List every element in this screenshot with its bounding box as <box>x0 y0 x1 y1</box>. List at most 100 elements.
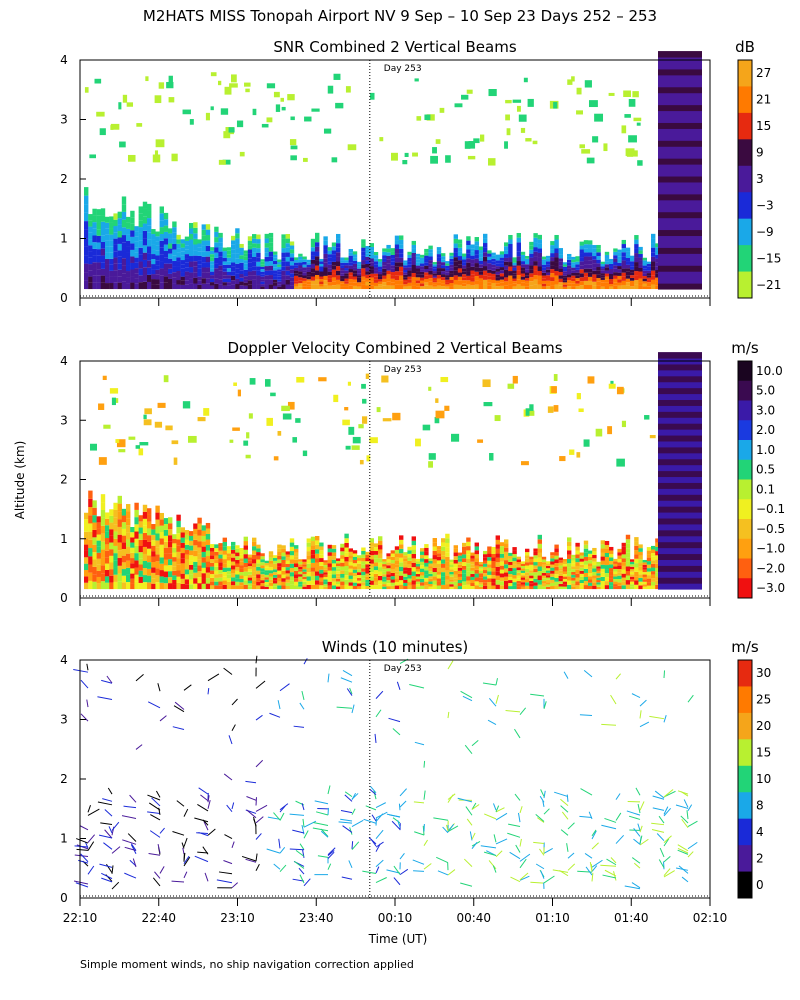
echo-cell <box>100 573 106 582</box>
echo-cell <box>466 267 471 272</box>
echo-cell <box>483 560 488 564</box>
echo-cell <box>268 246 274 252</box>
echo-cell <box>352 251 358 255</box>
wind-barb <box>388 717 401 723</box>
echo-cell <box>340 257 345 261</box>
echo-cell <box>499 263 505 268</box>
echo-cell <box>147 535 152 542</box>
echo-cell <box>298 286 303 290</box>
colorbar-swatch <box>738 792 752 820</box>
echo-cell <box>378 281 383 285</box>
echo-cell <box>558 557 563 561</box>
echo-cell <box>407 564 412 568</box>
echo-cell <box>420 582 425 586</box>
echo-cell <box>281 405 290 412</box>
echo-cell <box>281 266 286 271</box>
echo-cell <box>214 226 219 232</box>
echo-cell <box>378 274 383 277</box>
echo-cell <box>235 284 240 290</box>
echo-cell <box>323 275 328 281</box>
echo-cell <box>96 275 101 283</box>
echo-cell <box>411 536 416 541</box>
echo-cell <box>646 263 652 267</box>
echo-cell <box>473 138 480 144</box>
echo-cell <box>466 262 471 268</box>
wind-barb <box>615 673 622 680</box>
echo-cell <box>415 566 421 569</box>
echo-cell <box>130 558 135 564</box>
echo-cell <box>138 576 143 583</box>
echo-cell <box>638 285 643 290</box>
echo-cell <box>495 277 500 281</box>
echo-cell <box>163 375 169 383</box>
echo-cell <box>390 285 395 290</box>
echo-cell <box>394 275 400 281</box>
echo-cell <box>575 562 580 566</box>
wind-barb <box>375 709 382 718</box>
echo-cell <box>499 267 505 271</box>
echo-cell <box>260 286 265 290</box>
echo-cell <box>239 266 244 271</box>
colorbar-swatch <box>738 686 752 714</box>
echo-cell <box>382 248 387 252</box>
echo-cell <box>504 584 509 590</box>
echo-cell <box>592 252 597 257</box>
echo-cell <box>596 267 601 271</box>
echo-cell <box>239 274 244 278</box>
echo-cell <box>138 213 143 221</box>
wind-barb <box>663 806 669 815</box>
echo-cell <box>285 560 290 564</box>
echo-cell <box>634 271 639 276</box>
echo-cell <box>247 580 253 584</box>
echo-cell <box>218 256 223 261</box>
echo-cell <box>151 529 156 535</box>
echo-cell <box>172 272 177 278</box>
echo-cell <box>621 280 626 285</box>
echo-cell <box>658 399 702 406</box>
echo-cell <box>516 247 521 252</box>
echo-cell <box>310 247 316 252</box>
echo-cell <box>533 548 538 552</box>
echo-cell <box>444 405 450 411</box>
echo-cell <box>231 235 236 241</box>
echo-cell <box>294 574 299 579</box>
echo-cell <box>520 279 526 283</box>
echo-cell <box>348 426 355 435</box>
echo-cell <box>487 285 492 290</box>
echo-cell <box>210 581 215 586</box>
echo-cell <box>399 580 404 585</box>
echo-cell <box>658 199 702 207</box>
echo-cell <box>247 566 253 569</box>
echo-cell <box>594 113 604 122</box>
echo-cell <box>554 280 559 285</box>
echo-cell <box>617 252 622 257</box>
echo-cell <box>289 261 295 266</box>
echo-cell <box>302 581 307 585</box>
echo-cell <box>457 264 463 269</box>
echo-cell <box>159 220 164 228</box>
wind-barb <box>392 728 401 736</box>
echo-cell <box>121 265 127 274</box>
echo-cell <box>592 575 597 579</box>
echo-cell <box>126 539 131 547</box>
echo-cell <box>358 424 364 429</box>
echo-cell <box>348 578 353 583</box>
echo-cell <box>466 258 471 263</box>
echo-cell <box>193 266 198 273</box>
echo-cell <box>142 504 148 512</box>
echo-cell <box>231 262 236 267</box>
echo-cell <box>441 286 446 290</box>
echo-cell <box>399 275 404 281</box>
echo-cell <box>96 552 101 559</box>
colorbar-swatch <box>738 86 752 114</box>
colorbar-label: 3 <box>756 172 764 186</box>
echo-cell <box>579 570 584 574</box>
echo-cell <box>625 552 631 558</box>
echo-cell <box>289 542 295 547</box>
echo-cell <box>310 255 316 260</box>
echo-cell <box>621 268 626 273</box>
echo-cell <box>546 258 551 262</box>
echo-cell <box>138 564 143 571</box>
echo-cell <box>247 571 253 575</box>
